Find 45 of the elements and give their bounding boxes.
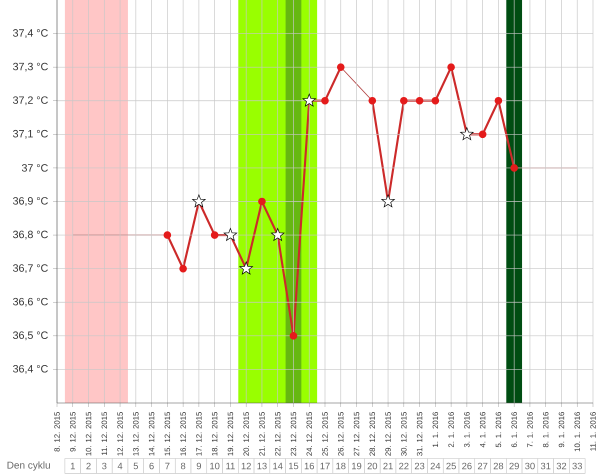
x2-tick-label: 31 (540, 462, 550, 470)
x2-tick-label: 5 (134, 462, 138, 470)
x2-tick-label: 12 (242, 462, 251, 470)
y-tick-label: 37,2 °C (13, 96, 48, 106)
y-tick-label: 36,7 °C (13, 264, 48, 274)
x2-tick-label: 27 (478, 462, 488, 470)
x2-axis-title: Den cyklu (8, 461, 50, 471)
y-tick-label: 36,6 °C (13, 298, 48, 307)
x2-tick-label: 14 (273, 462, 283, 470)
y-tick-label: 36,8 °C (13, 230, 48, 240)
x2-tick-label: 10 (210, 462, 220, 470)
x2-tick-label: 9 (196, 462, 202, 470)
x2-tick-label: 22 (399, 462, 409, 470)
x2-tick-label: 1 (70, 462, 75, 470)
y-tick-label: 37 °C (22, 164, 48, 172)
x2-tick-label: 19 (352, 462, 362, 470)
x2-tick-label: 21 (383, 462, 393, 470)
x2-tick-label: 29 (509, 462, 519, 470)
x2-tick-label: 33 (572, 462, 582, 470)
x2-tick-label: 4 (118, 462, 122, 470)
x2-tick-label: 23 (414, 462, 424, 470)
y-tick-label: 36,4 °C (13, 365, 48, 374)
x2-tick-label: 15 (288, 462, 298, 470)
x2-tick-label: 6 (149, 462, 154, 470)
y-tick-label: 37,1 °C (13, 130, 48, 139)
y-tick-label: 36,5 °C (13, 331, 48, 340)
y-tick-label: 36,9 °C (13, 197, 48, 206)
y-tick-label: 37,3 °C (13, 62, 48, 72)
x2-tick-label: 3 (102, 462, 106, 470)
x2-tick-label: 13 (257, 462, 267, 470)
x2-tick-label: 18 (336, 462, 346, 470)
x2-tick-label: 24 (430, 462, 440, 470)
x2-tick-label: 26 (462, 462, 472, 470)
x2-tick-label: 7 (165, 462, 170, 470)
x2-tick-label: 2 (86, 462, 91, 470)
x2-tick-label: 30 (525, 462, 535, 470)
x2-tick-label: 25 (446, 462, 456, 470)
x2-tick-label: 17 (320, 462, 330, 470)
y-tick-label: 37,4 °C (13, 29, 48, 38)
x2-tick-label: 28 (494, 462, 504, 470)
x2-tick-label: 11 (226, 462, 235, 470)
x2-tick-label: 20 (368, 462, 378, 470)
x2-tick-label: 8 (180, 462, 186, 470)
x2-tick-label: 16 (304, 462, 314, 470)
x2-tick-label: 32 (556, 462, 566, 470)
